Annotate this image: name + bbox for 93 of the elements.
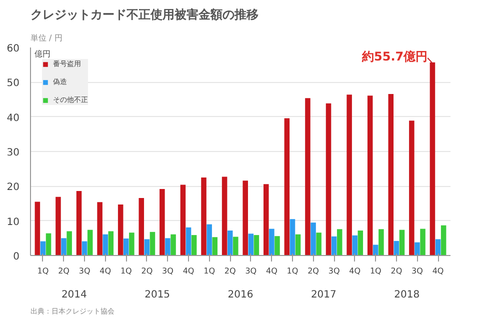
x-tick-label: 2Q (308, 266, 319, 276)
x-tick-label: 3Q (412, 266, 423, 276)
x-tick-label: 1Q (286, 266, 298, 276)
x-tick-label: 1Q (120, 266, 132, 276)
text: 2016 (228, 290, 254, 300)
x-tick-label: 1Q (37, 266, 49, 276)
bar (409, 120, 414, 256)
bar (186, 227, 192, 256)
bar (102, 234, 108, 256)
x-tick-label: 3Q (245, 266, 257, 276)
bar (242, 180, 248, 256)
bar (336, 229, 342, 256)
x-tick-label: 2Q (58, 266, 70, 276)
bar (326, 103, 332, 256)
x-tick-label: 4Q (349, 266, 361, 276)
text: 2018 (394, 290, 420, 300)
x-tick-label: 2Q (224, 266, 236, 276)
bar (87, 230, 93, 256)
bar (440, 225, 446, 256)
bar (212, 237, 218, 256)
bar (358, 230, 364, 256)
bar (378, 229, 384, 256)
y-tick-label: 50 (6, 78, 20, 90)
bar (414, 242, 420, 256)
bar (295, 234, 301, 256)
bar (34, 202, 40, 256)
bar (367, 96, 373, 256)
y-tick-label: 40 (6, 112, 20, 124)
x-tick-label: 4Q (182, 266, 194, 276)
bar (144, 239, 150, 256)
y-axis-title: 億円 (34, 50, 50, 58)
bar (56, 196, 61, 256)
bar (352, 235, 358, 256)
bar (150, 232, 156, 256)
x-tick-label: 3Q (162, 266, 174, 276)
bar (254, 235, 260, 256)
x-tick-label: 1Q (370, 266, 382, 276)
bar (248, 234, 254, 256)
bar (61, 238, 66, 256)
bar (305, 98, 310, 256)
y-tick-label: 20 (6, 182, 20, 194)
bar (430, 62, 436, 256)
y-tick-label: 30 (6, 148, 20, 158)
bar (222, 176, 228, 256)
bar (124, 238, 129, 256)
x-tick-label: 3Q (328, 266, 340, 276)
bar (170, 234, 176, 256)
bar (388, 94, 394, 256)
bar (165, 238, 170, 256)
bar (191, 235, 197, 256)
bar (46, 233, 52, 256)
y-tick-label: 10 (6, 216, 20, 228)
bar (118, 204, 124, 256)
x-tick-label: 4Q (432, 266, 444, 276)
bar (76, 191, 82, 256)
text: 2017 (310, 290, 336, 300)
bar (420, 228, 426, 256)
bar (138, 198, 144, 256)
bar (274, 236, 280, 256)
x-tick-label: 1Q (204, 266, 216, 276)
y-tick-label: 0 (13, 252, 20, 262)
bar (233, 236, 238, 256)
bar (129, 232, 134, 256)
bar (331, 236, 337, 256)
bar (316, 232, 322, 256)
bar (399, 230, 405, 256)
bar (206, 224, 212, 256)
annotation: 約55.7億円 (361, 50, 428, 64)
x-tick-label: 2Q (141, 266, 153, 276)
bar (264, 184, 269, 256)
chart-title: クレジットカード不正使用被害金額の推移 (30, 8, 258, 22)
chart-subtitle: 単位 / 円 (30, 34, 62, 42)
x-tick-label: 3Q (78, 266, 90, 276)
bar (346, 94, 352, 256)
bar (97, 202, 102, 256)
bar (108, 231, 114, 256)
text: 2014 (61, 290, 87, 300)
x-tick-label: 2Q (390, 266, 402, 276)
bar (435, 239, 441, 256)
bar (227, 230, 233, 256)
bar (373, 244, 378, 256)
bar (310, 222, 316, 256)
bar (290, 219, 296, 256)
x-tick-label: 4Q (100, 266, 112, 276)
x-tick-label: 4Q (266, 266, 278, 276)
bar (201, 178, 206, 256)
bar (269, 228, 274, 256)
bar (160, 188, 165, 256)
text: 2015 (144, 290, 170, 300)
bar (284, 118, 290, 256)
bar (66, 231, 72, 256)
bar (180, 184, 186, 256)
y-tick-label: 60 (6, 44, 20, 54)
